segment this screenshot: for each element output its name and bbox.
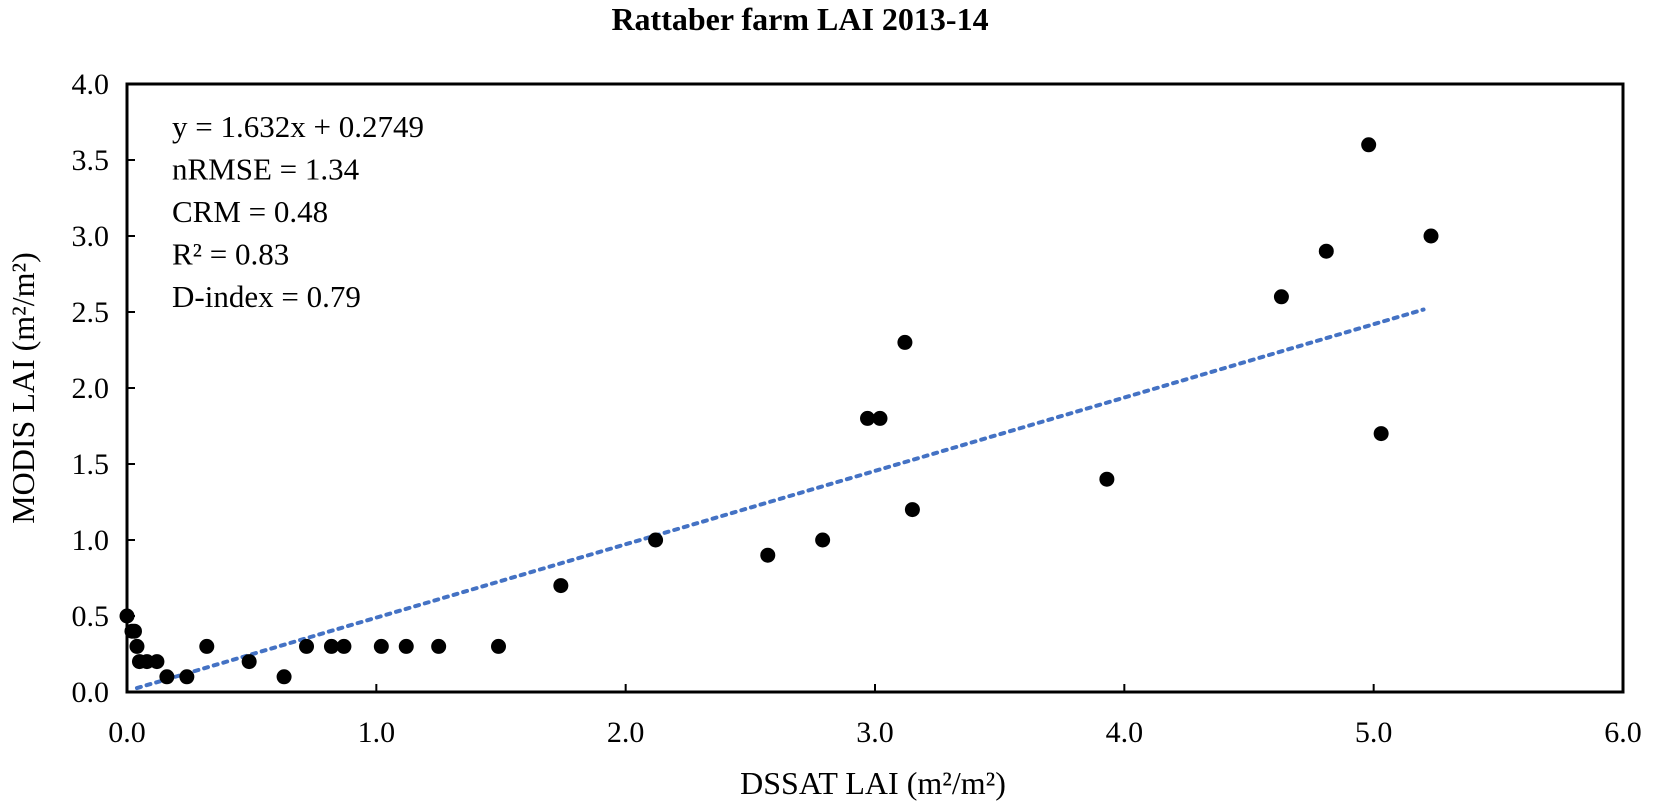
stat-line: y = 1.632x + 0.2749: [172, 109, 424, 144]
data-point: [159, 669, 175, 685]
data-point: [553, 578, 569, 594]
data-point: [1423, 228, 1439, 244]
data-point: [373, 638, 389, 654]
x-tick-label: 6.0: [1604, 716, 1642, 749]
x-tick-label: 0.0: [108, 716, 146, 749]
data-point: [336, 638, 352, 654]
trendline: [134, 307, 1426, 691]
data-point: [897, 334, 913, 350]
data-points: [119, 137, 1439, 685]
data-point: [648, 532, 664, 548]
data-point: [431, 638, 447, 654]
y-tick-label: 1.0: [72, 524, 110, 557]
y-tick-label: 3.5: [72, 144, 110, 177]
data-point: [126, 623, 142, 639]
data-point: [860, 410, 876, 426]
stat-line: nRMSE = 1.34: [172, 152, 360, 187]
data-point: [179, 669, 195, 685]
x-tick-label: 2.0: [607, 716, 645, 749]
data-point: [1099, 471, 1115, 487]
data-point: [119, 608, 135, 624]
data-point: [241, 654, 257, 670]
chart-title: Rattaber farm LAI 2013-14: [611, 1, 988, 37]
data-point: [760, 547, 776, 563]
data-point: [1373, 426, 1389, 442]
data-point: [129, 638, 145, 654]
stat-line: CRM = 0.48: [172, 194, 328, 229]
data-point: [1318, 243, 1334, 259]
trendline-path: [134, 307, 1426, 691]
x-tick-label: 3.0: [856, 716, 894, 749]
y-axis-label: MODIS LAI (m²/m²): [5, 252, 41, 524]
data-point: [904, 502, 920, 518]
data-point: [149, 654, 165, 670]
data-point: [815, 532, 831, 548]
x-axis-label: DSSAT LAI (m²/m²): [740, 765, 1006, 801]
y-tick-label: 2.0: [72, 372, 110, 405]
data-point: [299, 638, 315, 654]
data-point: [1361, 137, 1377, 153]
y-tick-label: 2.5: [72, 296, 110, 329]
stat-line: D-index = 0.79: [172, 279, 361, 314]
y-tick-label: 0.5: [72, 600, 110, 633]
x-tick-label: 5.0: [1355, 716, 1393, 749]
data-point: [398, 638, 414, 654]
data-point: [276, 669, 292, 685]
y-tick-label: 1.5: [72, 448, 110, 481]
y-tick-label: 0.0: [72, 676, 110, 709]
y-tick-label: 3.0: [72, 220, 110, 253]
data-point: [491, 638, 507, 654]
stats-annotation: y = 1.632x + 0.2749 nRMSE = 1.34 CRM = 0.4…: [172, 109, 424, 314]
x-tick-label: 4.0: [1106, 716, 1144, 749]
x-tick-label: 1.0: [358, 716, 396, 749]
data-point: [872, 410, 888, 426]
y-tick-label: 4.0: [72, 68, 110, 101]
data-point: [323, 638, 339, 654]
data-point: [1273, 289, 1289, 305]
data-point: [199, 638, 215, 654]
stat-line: R² = 0.83: [172, 237, 289, 272]
x-axis: 0.0 1.0 2.0 3.0 4.0 5.0 6.0: [108, 684, 1642, 749]
y-axis: 0.0 0.5 1.0 1.5 2.0 2.5 3.0 3.5 4.0: [72, 68, 135, 709]
